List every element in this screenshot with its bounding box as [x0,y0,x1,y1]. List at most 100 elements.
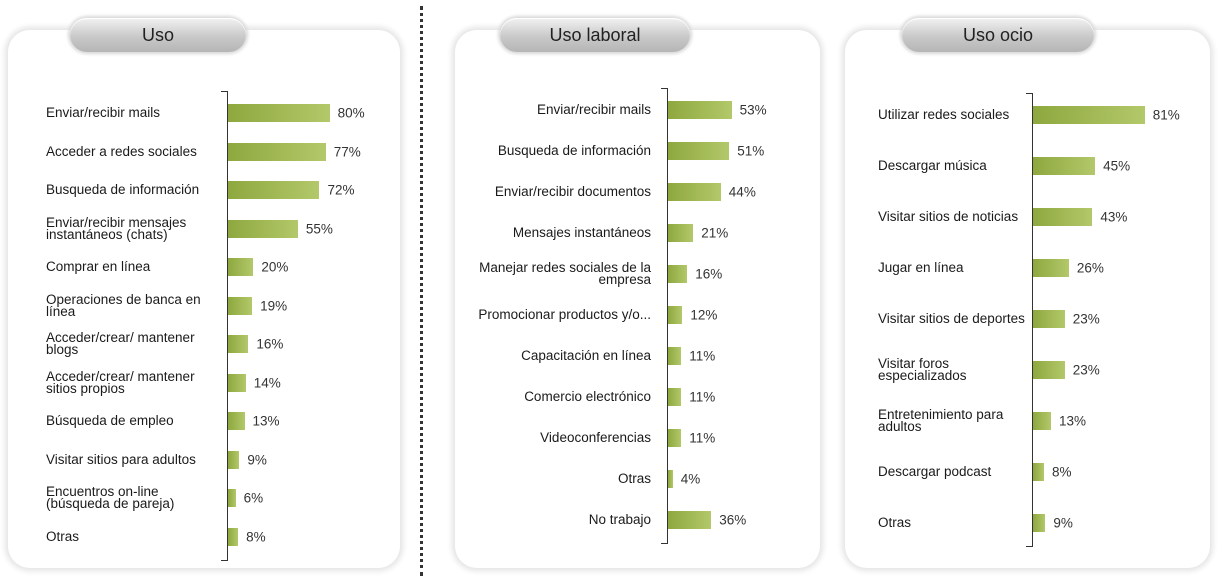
category-label: Mensajes instantáneos [512,225,651,240]
value-label: 45% [1103,158,1131,174]
category-label: Busqueda de información [497,143,651,158]
value-label: 72% [327,182,355,198]
category-label: Acceder/crear/ mantener blogs [46,330,195,357]
category-label: Videoconferencias [540,430,651,445]
category-label: Busqueda de información [46,182,200,197]
bar [228,296,253,315]
value-label: 4% [680,471,701,487]
bar [1033,157,1096,175]
category-label: Promocionar productos y/o... [478,307,651,322]
value-label: 53% [739,102,767,118]
value-label: 13% [252,413,280,429]
category-label: Capacitación en línea [521,348,651,363]
category-label: Manejar redes sociales de la empresa [479,260,651,287]
chart-panel: Uso laboral Enviar/recibir mails 53% Busque… [455,18,820,568]
bar [668,511,712,529]
category-label: Visitar foros especializados [878,356,967,383]
category-label: Entretenimiento para adultos [878,407,1004,434]
bar [228,527,239,546]
category-label: Comprar en línea [46,259,151,274]
value-label: 8% [246,529,266,544]
value-label: 16% [256,336,284,352]
value-label: 14% [253,375,281,390]
value-label: 26% [1076,260,1104,276]
divider [420,6,423,576]
bar [228,142,326,161]
value-label: 44% [728,184,756,200]
bar [668,429,682,447]
category-label: Comercio electrónico [524,389,651,404]
value-label: 16% [695,266,723,282]
axis-line [661,88,668,544]
value-label: 23% [1072,362,1100,378]
bar [668,183,721,201]
axis-line [1026,93,1033,547]
category-label: Utilizar redes sociales [878,107,1010,122]
bar [668,347,682,365]
category-label: Búsqueda de empleo [46,413,174,428]
value-label: 23% [1072,311,1100,327]
bar [228,412,245,430]
bar [668,101,732,119]
value-label: 9% [247,452,267,467]
bar [668,224,694,242]
category-label: Visitar sitios de noticias [878,209,1019,224]
bar [668,470,673,488]
category-label: Enviar/recibir documentos [494,184,651,199]
category-label: Acceder a redes sociales [46,143,197,159]
value-label: 11% [689,348,716,364]
value-label: 21% [701,225,729,241]
bar [1033,412,1051,430]
bar [228,450,240,469]
bar [1033,514,1046,532]
value-label: 9% [1053,515,1073,531]
value-label: 12% [690,307,718,323]
category-label: Otras [46,528,80,544]
category-label: Acceder/crear/ mantener sitios propios [46,368,195,396]
bar [1033,106,1145,124]
bar [1033,463,1045,481]
category-label: Enviar/recibir mensajes instantáneos (ch… [46,214,187,242]
bar [228,373,246,392]
value-label: 55% [305,221,333,236]
category-label: Descargar podcast [878,464,992,479]
chart-title: Uso [70,18,246,52]
bar [668,265,688,283]
value-label: 81% [1152,107,1180,123]
category-label: Encuentros on-line (búsqueda de pareja) [46,484,175,511]
value-label: 36% [719,512,747,528]
bar [228,258,254,276]
value-label: 80% [337,105,365,121]
bar [668,306,683,324]
value-label: 19% [260,298,288,313]
axis-line [221,91,228,561]
bar [228,489,236,507]
category-label: Operaciones de banca en línea [46,291,201,319]
bar [228,219,298,238]
chart-panel: Uso Enviar/recibir mails 80% Acceder a rede… [8,18,400,568]
value-label: 8% [1052,464,1072,480]
value-label: 51% [737,143,765,159]
chart-title: Uso ocio [902,18,1094,52]
bar [668,388,682,406]
bar [228,104,330,122]
category-label: Otras [617,471,651,486]
category-label: Enviar/recibir mails [46,105,161,120]
bar [1033,259,1069,277]
value-label: 20% [261,259,289,275]
bar [668,142,730,160]
chart-title: Uso laboral [500,18,690,52]
category-label: Jugar en línea [878,260,964,275]
value-label: 6% [243,490,264,506]
value-label: 77% [333,144,361,159]
bar [1033,208,1093,226]
bar [1033,361,1065,379]
bar [1033,310,1065,328]
category-label: Visitar sitios de deportes [878,311,1025,326]
bar [228,181,320,199]
category-label: Descargar música [878,158,987,173]
category-label: Visitar sitios para adultos [46,451,196,467]
value-label: 11% [689,430,716,446]
value-label: 13% [1058,413,1086,429]
